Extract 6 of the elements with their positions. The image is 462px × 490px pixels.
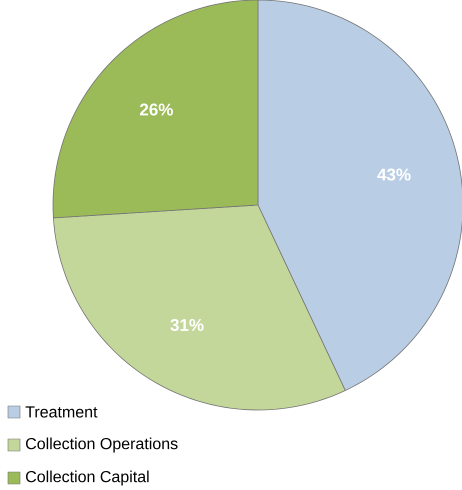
data-label: 43% xyxy=(377,168,411,181)
legend-label: Collection Operations xyxy=(26,438,178,452)
data-label: 26% xyxy=(140,104,173,116)
legend-label: Collection Capital xyxy=(26,470,149,486)
data-label: 31% xyxy=(170,318,204,332)
legend-label: Treatment xyxy=(26,406,98,418)
